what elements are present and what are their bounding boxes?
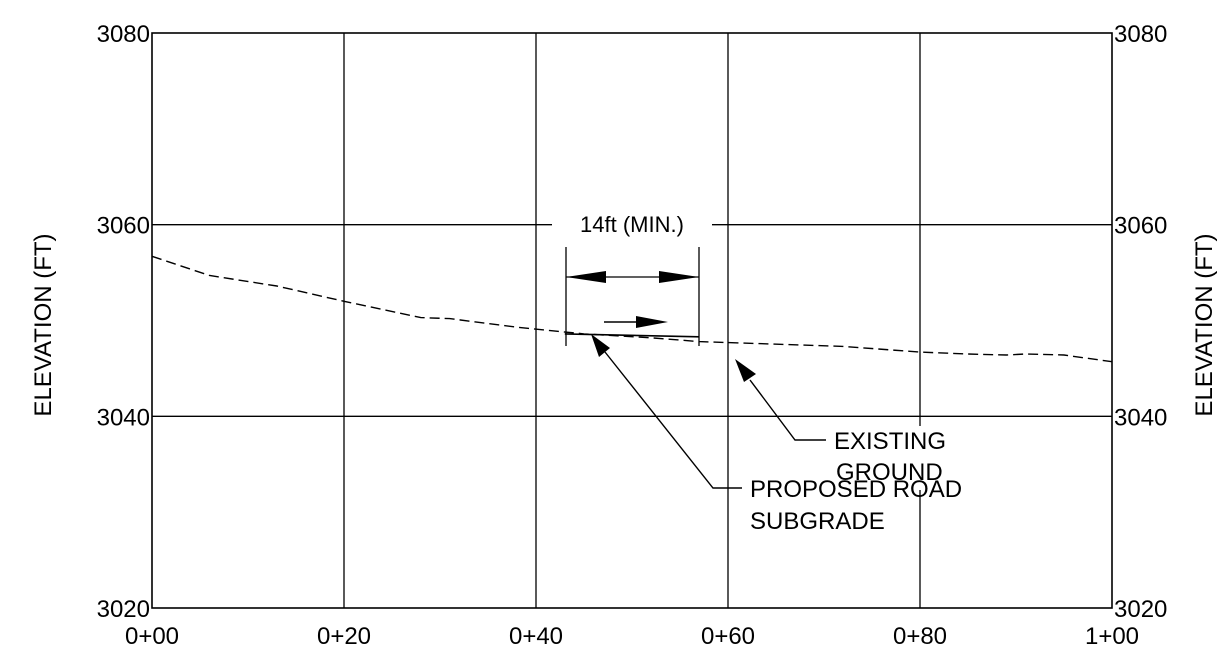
existing-ground-label-line1: EXISTING [834, 428, 946, 455]
y-tick-label-right: 3060 [1114, 213, 1167, 240]
y-tick-labels-left: 3020 3040 3060 3080 [97, 21, 150, 623]
y-axis-label-right: ELEVATION (FT) [1191, 233, 1218, 416]
subgrade-label-line1: PROPOSED ROAD [750, 476, 962, 503]
y-tick-label-left: 3080 [97, 21, 150, 48]
y-tick-labels-right: 3020 3040 3060 3080 [1114, 21, 1167, 623]
x-tick-label: 0+60 [701, 623, 755, 650]
x-tick-label: 0+80 [893, 623, 947, 650]
existing-ground-leader [735, 359, 826, 441]
dimension-arrowhead-left [566, 271, 606, 283]
plot-frame [151, 32, 1113, 609]
y-tick-label-right: 3020 [1114, 596, 1167, 623]
dimension-arrowhead-right [659, 271, 699, 283]
x-tick-labels: 0+00 0+20 0+40 0+60 0+80 1+00 [125, 623, 1139, 650]
subgrade-label-line2: SUBGRADE [750, 508, 885, 535]
y-tick-label-left: 3060 [97, 213, 150, 240]
existing-ground-line [151, 255, 1113, 363]
vertical-gridlines [343, 33, 921, 608]
subgrade-leader [591, 334, 742, 489]
y-tick-label-left: 3020 [97, 596, 150, 623]
dimension-label-mask [552, 208, 712, 240]
direction-arrow-icon [604, 316, 668, 328]
x-tick-label: 0+40 [509, 623, 563, 650]
x-tick-label: 0+00 [125, 623, 179, 650]
y-tick-label-left: 3040 [97, 404, 150, 431]
y-axis-label-left: ELEVATION (FT) [30, 233, 57, 416]
dimension-label: 14ft (MIN.) [580, 212, 684, 237]
y-tick-label-right: 3040 [1114, 404, 1167, 431]
subgrade-label-mask [746, 473, 916, 539]
proposed-subgrade-line [564, 333, 700, 338]
x-tick-label: 0+20 [317, 623, 371, 650]
x-tick-label: 1+00 [1085, 623, 1139, 650]
y-tick-label-right: 3080 [1114, 21, 1167, 48]
existing-ground-label-line2: GROUND [836, 459, 943, 486]
dimension-annotation: 14ft (MIN.) [552, 208, 712, 346]
